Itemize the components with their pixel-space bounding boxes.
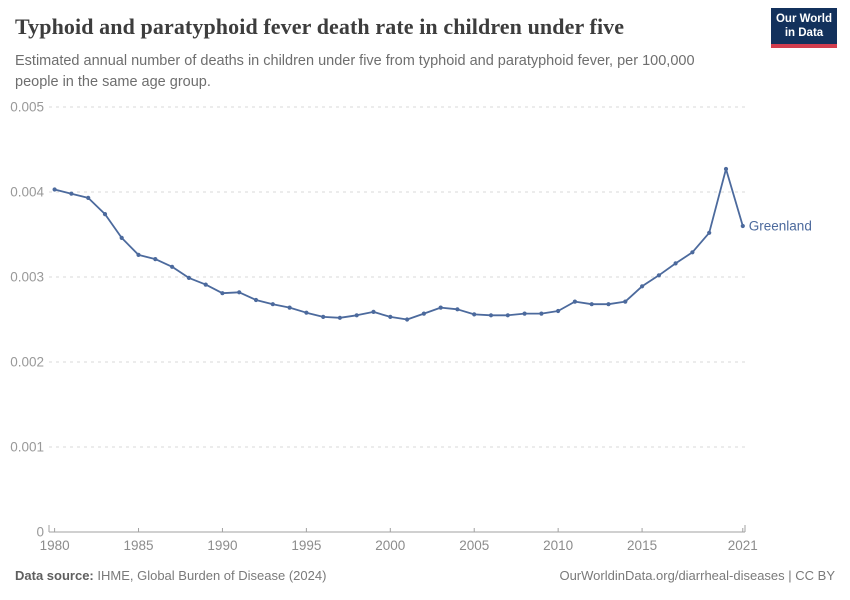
- x-tick-label: 2005: [459, 538, 489, 553]
- page-title: Typhoid and paratyphoid fever death rate…: [15, 14, 625, 39]
- data-point: [539, 311, 544, 316]
- data-point: [623, 299, 628, 304]
- data-point: [237, 290, 242, 295]
- data-point: [455, 307, 460, 312]
- data-point: [69, 191, 74, 196]
- x-tick-label: 1990: [207, 538, 237, 553]
- data-point: [572, 299, 578, 304]
- x-tick-label: 2015: [627, 538, 657, 553]
- data-point: [220, 291, 225, 296]
- data-point: [119, 235, 124, 240]
- data-point: [136, 252, 141, 257]
- data-point: [86, 195, 91, 200]
- y-tick-label: 0: [36, 525, 44, 540]
- x-tick-label: 1980: [40, 538, 70, 553]
- owid-logo-line1: Our World: [775, 12, 832, 25]
- data-point: [723, 166, 729, 172]
- y-tick-label: 0.005: [10, 100, 44, 115]
- data-point: [337, 315, 342, 320]
- data-point: [690, 250, 695, 255]
- data-point: [606, 302, 611, 307]
- y-tick-label: 0.002: [10, 355, 44, 370]
- data-point: [153, 257, 158, 262]
- data-point: [488, 313, 494, 318]
- data-source-label: Data source:: [15, 568, 94, 583]
- data-point: [640, 284, 645, 289]
- x-tick-label: 1985: [124, 538, 154, 553]
- x-tick-label: 1995: [291, 538, 321, 553]
- data-point: [421, 311, 426, 316]
- data-point: [253, 297, 259, 303]
- data-point: [170, 264, 175, 269]
- data-point: [371, 309, 376, 314]
- data-source-text: IHME, Global Burden of Disease (2024): [93, 568, 327, 583]
- owid-logo[interactable]: Our World in Data: [771, 8, 837, 48]
- data-point: [186, 275, 191, 280]
- owid-logo-line2: in Data: [784, 27, 824, 39]
- data-point: [405, 317, 410, 322]
- data-point: [270, 302, 275, 307]
- data-source-line: Data source: IHME, Global Burden of Dise…: [15, 568, 326, 583]
- data-point: [321, 314, 326, 319]
- data-point: [102, 212, 108, 217]
- x-tick-label: 2021: [728, 538, 758, 553]
- y-tick-label: 0.004: [10, 185, 44, 200]
- page-subtitle: Estimated annual number of deaths in chi…: [15, 53, 695, 90]
- page-footer: Data source: IHME, Global Burden of Dise…: [15, 568, 835, 583]
- data-point: [287, 305, 292, 310]
- series-line-greenland: [53, 168, 744, 321]
- credit-link[interactable]: OurWorldinData.org/diarrheal-diseases | …: [559, 568, 835, 583]
- data-point: [673, 261, 678, 266]
- data-point: [556, 308, 561, 314]
- data-point: [354, 313, 359, 318]
- data-point: [707, 230, 712, 235]
- data-point: [304, 310, 309, 315]
- y-tick-label: 0.003: [10, 270, 44, 285]
- x-tick-label: 2010: [543, 538, 573, 553]
- data-point: [656, 273, 662, 278]
- data-point: [52, 187, 57, 192]
- data-point: [740, 223, 745, 229]
- data-point: [589, 302, 594, 307]
- y-tick-label: 0.001: [10, 440, 44, 455]
- data-point: [203, 282, 208, 287]
- data-point: [388, 314, 393, 319]
- series-end-label[interactable]: Greenland: [749, 219, 812, 234]
- data-point: [472, 312, 477, 317]
- data-point: [522, 311, 527, 316]
- data-point: [438, 305, 443, 310]
- data-point: [505, 313, 510, 318]
- x-tick-label: 2000: [375, 538, 405, 553]
